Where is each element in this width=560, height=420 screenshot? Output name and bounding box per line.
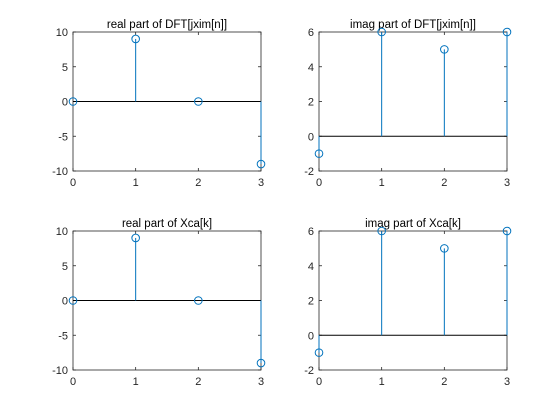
subplot-real-xca-xtick-label: 1	[133, 376, 139, 388]
subplot-imag-dft-ytick-label: 6	[308, 27, 314, 39]
subplot-imag-xca-marker-3	[502, 226, 512, 236]
subplot-imag-dft-xtick-label: 1	[379, 177, 385, 189]
subplot-imag-dft-ytick-label: 4	[308, 62, 314, 74]
subplot-imag-dft-xtick-label: 3	[504, 177, 510, 189]
subplot-imag-dft-axes-box	[318, 31, 508, 172]
subplot-real-xca-ytick-label: -5	[58, 330, 68, 342]
subplot-imag-dft-ytick-label: -2	[304, 166, 314, 178]
subplot-real-dft-marker-1	[131, 34, 140, 44]
subplot-imag-xca-axes-box	[318, 230, 508, 371]
subplot-imag-dft-marker-3	[502, 27, 512, 37]
subplot-real-xca-title: real part of Xca[k]	[122, 218, 212, 230]
subplot-real-xca-xtick-label: 3	[258, 376, 264, 388]
subplot-real-dft-marker-3	[256, 159, 266, 169]
subplot-imag-dft-xtick-label: 2	[441, 177, 447, 189]
subplot-real-xca-marker-1	[131, 233, 140, 243]
subplot-real-dft-xtick-label: 3	[258, 177, 264, 189]
subplot-real-dft-xtick-label: 1	[133, 177, 139, 189]
subplot-imag-dft-title: imag part of DFT[jxim[n]]	[350, 19, 476, 31]
subplot-imag-dft-ytick-label: 0	[308, 131, 314, 143]
subplot-imag-xca-xtick-label: 2	[441, 376, 447, 388]
subplot-real-dft-ytick-label: 5	[62, 62, 68, 74]
subplot-real-dft-xtick-label: 2	[195, 177, 201, 189]
subplot-imag-dft-marker-2	[440, 45, 449, 54]
subplot-imag-dft-marker-1	[377, 27, 386, 37]
subplot-imag-dft-xtick-label: 0	[316, 177, 322, 189]
subplot-imag-xca-marker-2	[440, 244, 449, 253]
subplot-real-xca-ytick-label: 0	[62, 296, 68, 308]
subplot-real-dft-ytick-label: 10	[56, 27, 68, 39]
subplot-real-dft-ytick-label: 0	[62, 97, 68, 109]
subplot-imag-xca-xtick-label: 1	[379, 376, 385, 388]
subplot-imag-xca-ytick-label: 0	[308, 330, 314, 342]
subplot-real-dft-marker-2	[194, 97, 203, 106]
subplot-real-xca-xtick-label: 2	[195, 376, 201, 388]
subplot-real-dft-ytick-label: -10	[52, 166, 68, 178]
subplot-real-dft: real part of DFT[jxim[n]] 0 1 2 3 -10 -5 0 5 10	[52, 19, 266, 189]
subplot-imag-xca-xtick-label: 3	[504, 376, 510, 388]
subplot-imag-dft-marker-0	[314, 149, 324, 158]
subplot-real-dft-ytick-label: -5	[58, 131, 68, 143]
subplot-imag-xca-ytick-label: -2	[304, 365, 314, 377]
subplot-real-xca-ytick-label: 5	[62, 261, 68, 273]
subplot-real-xca-ytick-label: -10	[52, 365, 68, 377]
subplot-real-dft-xtick-label: 0	[70, 177, 76, 189]
subplot-imag-xca-ytick-label: 2	[308, 296, 314, 308]
subplot-real-dft-title: real part of DFT[jxim[n]]	[107, 19, 227, 31]
subplot-imag-xca-title: imag part of Xca[k]	[365, 218, 461, 230]
subplot-imag-dft-ytick-label: 2	[308, 97, 314, 109]
subplot-imag-xca-ytick-label: 6	[308, 226, 314, 238]
subplot-real-xca-marker-2	[194, 296, 203, 305]
subplot-imag-xca-marker-1	[377, 226, 386, 236]
subplot-real-xca-ytick-label: 10	[56, 226, 68, 238]
subplot-imag-xca-xtick-label: 0	[316, 376, 322, 388]
subplot-imag-xca-ytick-label: 4	[308, 261, 314, 273]
subplot-imag-xca-marker-0	[314, 348, 324, 357]
subplot-real-xca: real part of Xca[k] 0 1 2 3 -10 -5 0 5 10	[52, 218, 266, 388]
subplot-real-xca-marker-0	[68, 296, 78, 305]
subplot-real-xca-xtick-label: 0	[70, 376, 76, 388]
subplot-real-xca-marker-3	[256, 358, 266, 368]
subplot-real-dft-marker-0	[68, 97, 78, 106]
